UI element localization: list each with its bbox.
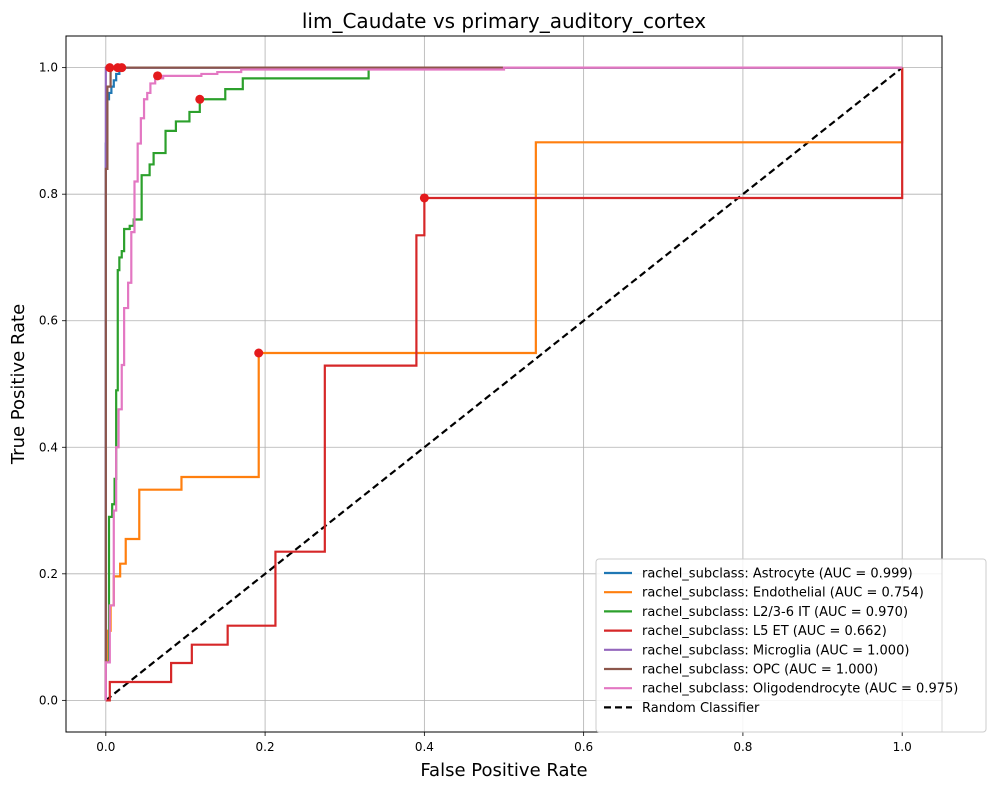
chart-title: lim_Caudate vs primary_auditory_cortex — [302, 9, 706, 33]
optimal-threshold-point-2 — [195, 94, 205, 104]
optimal-points — [105, 63, 429, 358]
y-tick-label: 0.6 — [39, 314, 58, 328]
series-line-7 — [105, 66, 903, 702]
y-tick-label: 0.4 — [39, 440, 58, 454]
optimal-threshold-point-1 — [254, 348, 264, 358]
axis-ticks: 0.0 0.2 0.4 0.6 0.8 1.0 0.0 0.2 0.4 0.6 0.8 1.0 — [39, 61, 912, 754]
x-tick-label: 0.2 — [256, 740, 275, 754]
y-axis-label: True Positive Rate — [8, 304, 29, 465]
legend-label-5: rachel_subclass: OPC (AUC = 1.000) — [642, 663, 878, 678]
optimal-threshold-point-4 — [105, 63, 115, 73]
x-axis-label: False Positive Rate — [420, 760, 587, 781]
legend-label-7: Random Classifier — [642, 701, 760, 716]
legend-label-1: rachel_subclass: Endothelial (AUC = 0.75… — [642, 586, 924, 601]
x-tick-label: 0.8 — [733, 740, 752, 754]
y-tick-label: 0.0 — [39, 693, 58, 707]
x-tick-label: 0.4 — [415, 740, 434, 754]
optimal-threshold-point-6 — [153, 71, 163, 81]
legend: rachel_subclass: Astrocyte (AUC = 0.999)… — [595, 558, 987, 733]
y-tick-label: 0.2 — [39, 567, 58, 581]
legend-box — [595, 558, 987, 733]
legend-label-2: rachel_subclass: L2/3-6 IT (AUC = 0.970) — [642, 605, 908, 620]
legend-label-4: rachel_subclass: Microglia (AUC = 1.000) — [642, 643, 909, 658]
x-tick-label: 0.0 — [96, 740, 115, 754]
x-tick-label: 1.0 — [893, 740, 912, 754]
optimal-threshold-point-5 — [117, 63, 127, 73]
y-tick-label: 0.8 — [39, 187, 58, 201]
series-line-6 — [104, 66, 903, 701]
grid — [66, 36, 942, 732]
series-line-3 — [105, 67, 904, 702]
legend-label-0: rachel_subclass: Astrocyte (AUC = 0.999) — [642, 567, 913, 582]
plot-frame — [65, 35, 943, 733]
legend-label-3: rachel_subclass: L5 ET (AUC = 0.662) — [642, 624, 887, 639]
x-tick-label: 0.6 — [574, 740, 593, 754]
y-tick-label: 1.0 — [39, 61, 58, 75]
optimal-threshold-point-3 — [419, 193, 429, 203]
legend-label-6: rachel_subclass: Oligodendrocyte (AUC = … — [642, 682, 958, 697]
